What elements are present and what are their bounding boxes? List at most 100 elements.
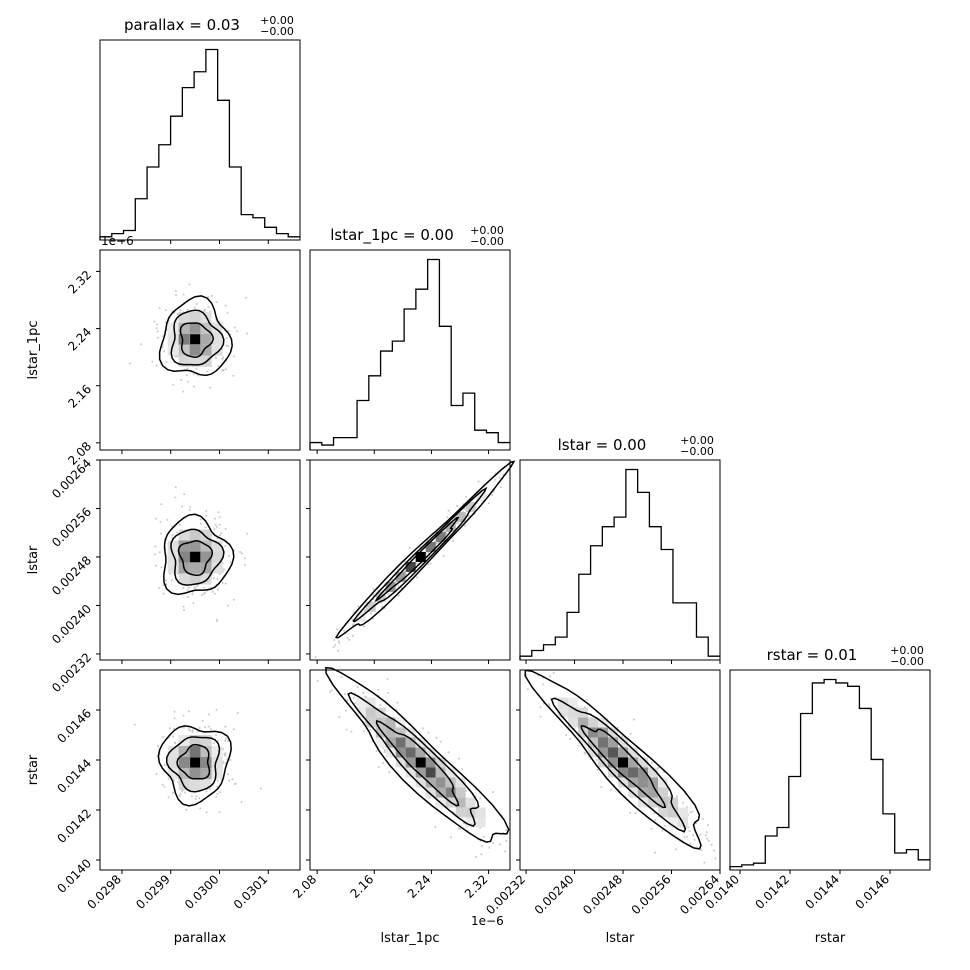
sample-point	[226, 311, 229, 314]
sample-point	[217, 588, 219, 591]
hist-bar-lstar_1pc	[416, 289, 428, 450]
sample-point	[193, 306, 196, 309]
sample-point	[351, 618, 354, 621]
density-cell	[465, 797, 476, 808]
panel-frame	[519, 669, 721, 871]
sample-point	[491, 494, 493, 496]
density-cell	[648, 787, 659, 798]
density-cell	[211, 746, 223, 757]
sample-point	[171, 534, 174, 537]
sample-point	[548, 675, 551, 678]
contour-level	[347, 691, 480, 827]
sample-point	[498, 476, 501, 479]
sample-point	[211, 294, 213, 297]
diag-title-parallax: parallax = 0.03	[124, 16, 240, 34]
sample-point	[427, 731, 430, 734]
x-tick-label-lstar_1pc: 2.08	[290, 872, 319, 901]
sample-point	[227, 329, 230, 332]
hist-bar-parallax	[135, 199, 147, 240]
sample-point	[192, 602, 195, 605]
sample-point	[539, 706, 542, 709]
x-tick-label-lstar: 0.00232	[483, 872, 528, 917]
sample-point	[182, 586, 185, 589]
sample-point	[185, 808, 188, 811]
density-cell	[588, 727, 599, 738]
sample-point	[654, 851, 656, 854]
hist-bar-parallax	[218, 100, 230, 240]
hist-bar-rstar	[848, 686, 860, 870]
density-cell	[415, 777, 426, 788]
diag-title-lstar: lstar = 0.00	[558, 436, 647, 454]
diag-title-sub: −0.00	[470, 235, 504, 248]
density-cell	[425, 767, 436, 778]
sample-point	[156, 745, 159, 748]
diag-title-sup: +0.00	[890, 644, 924, 657]
y-tick-label-rstar: 0.0144	[55, 756, 95, 796]
sample-point	[209, 386, 212, 389]
sample-point	[186, 308, 189, 311]
sample-point	[245, 296, 247, 299]
sample-point	[442, 555, 445, 558]
sample-point	[160, 503, 163, 506]
sample-point	[231, 778, 234, 781]
sample-point	[204, 726, 207, 729]
density-cell	[365, 707, 376, 718]
density-cell	[365, 717, 376, 728]
sample-point	[526, 688, 529, 691]
sample-point	[161, 346, 164, 349]
sample-point	[397, 584, 400, 587]
hist-step-lstar_1pc	[309, 258, 510, 450]
sample-point	[340, 676, 343, 678]
sample-point	[170, 525, 173, 528]
x-tick-label-rstar: 0.0142	[753, 872, 793, 912]
sample-point	[198, 797, 201, 800]
sample-point	[215, 734, 217, 737]
hist-bar-parallax	[229, 167, 241, 240]
density-cell	[178, 779, 190, 790]
density-cell	[178, 540, 190, 552]
sample-point	[224, 725, 227, 728]
sample-point	[707, 839, 710, 842]
sample-point	[212, 742, 215, 745]
hist-bar-rstar	[906, 850, 918, 870]
x-tick-label-lstar: 0.00256	[629, 872, 674, 917]
sample-point	[683, 836, 686, 839]
sample-point	[443, 530, 446, 533]
sample-point	[215, 525, 218, 528]
density-cell	[395, 571, 406, 582]
density-cell	[628, 767, 639, 778]
diag-title-lstar_1pc: lstar_1pc = 0.00	[330, 226, 454, 245]
density-cell	[200, 746, 212, 757]
density-cell	[415, 767, 426, 778]
sample-point	[174, 496, 177, 499]
density-cell	[455, 807, 466, 818]
sample-point	[191, 730, 194, 733]
density-cell	[648, 797, 659, 808]
sample-point	[653, 812, 656, 815]
sample-point	[186, 589, 189, 591]
sample-point	[457, 522, 459, 525]
sample-point	[229, 561, 232, 564]
hist-bar-lstar	[532, 650, 544, 660]
sample-point	[224, 754, 227, 757]
density-cell	[598, 737, 609, 748]
sample-point	[227, 554, 230, 557]
density-cell	[455, 797, 466, 808]
sample-point	[421, 727, 424, 730]
hist-parallax	[99, 39, 301, 241]
sample-point	[232, 374, 235, 377]
hist-bar-rstar	[824, 680, 836, 870]
diag-title-sub: −0.00	[260, 25, 294, 38]
density-cell	[475, 807, 486, 818]
density-cell	[211, 757, 223, 768]
sample-point	[195, 367, 198, 370]
sample-point	[226, 773, 229, 776]
sample-point	[244, 564, 247, 567]
hist-bar-lstar_1pc	[322, 445, 334, 450]
sample-point	[435, 736, 438, 739]
sample-point	[193, 586, 196, 589]
density-cell	[189, 562, 201, 574]
density-cell	[178, 311, 190, 323]
hist-bar-lstar	[579, 574, 591, 660]
sample-point	[222, 760, 225, 763]
